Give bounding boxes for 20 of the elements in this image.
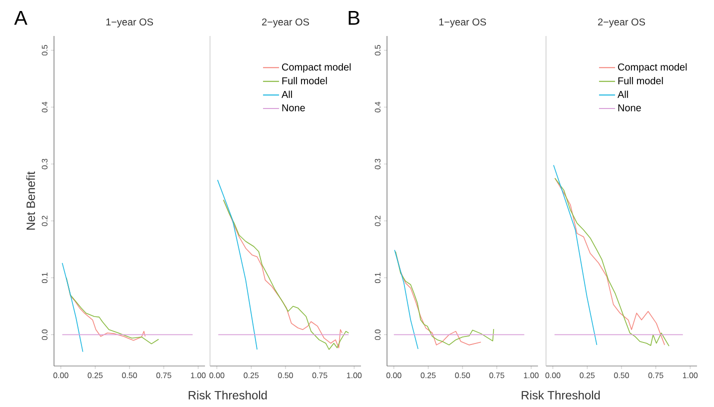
legend-label: Full model [282,76,327,84]
text: A [14,10,28,25]
chart-title: 2−year OS [598,18,645,28]
x-axis-title: Risk Threshold [188,390,267,400]
line-series [394,250,418,350]
chart-title: 2−year OS [262,18,309,28]
text: B [348,10,360,25]
legend-label: All [618,90,628,98]
legend-label: None [282,104,305,112]
legend-label: Compact model [282,63,351,73]
legend-label: Full model [618,76,663,84]
legend-label: Compact model [618,63,687,73]
chart-title: 1−year OS [106,18,153,28]
legend-label: None [618,104,641,112]
x-axis-title: Risk Threshold [522,390,600,400]
legend-label: All [282,90,292,98]
line-series [62,262,84,352]
chart-title: 1−year OS [439,18,486,28]
y-axis-title: Net Benefit [26,172,35,230]
line-series [66,277,160,344]
